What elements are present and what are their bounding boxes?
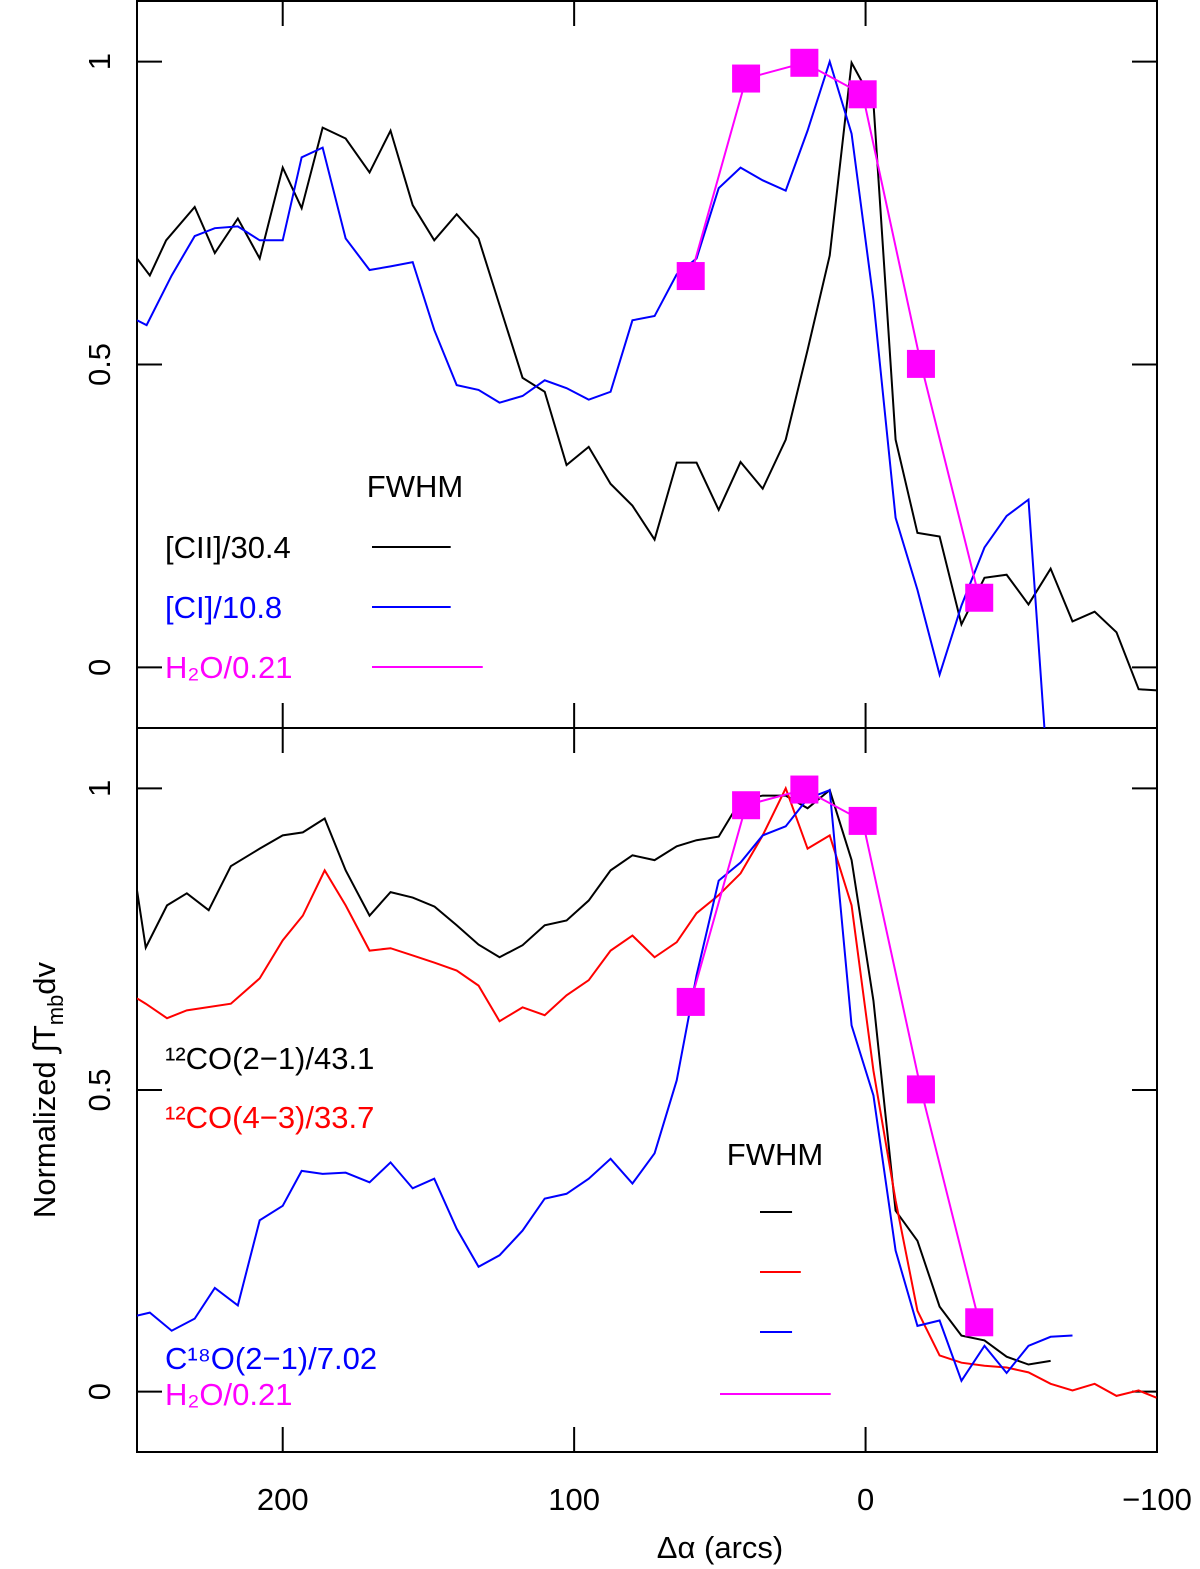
y-tick-label: 0 [82, 1383, 117, 1400]
y-tick-label: 0 [82, 659, 117, 676]
marker [848, 80, 877, 109]
plot-area [137, 48, 1157, 728]
legend-label: ¹²CO(2−1)/43.1 [165, 1041, 374, 1076]
series-line [137, 788, 1073, 1384]
y-axis-label: Normalized ∫Tmbdv [27, 961, 68, 1218]
marker [676, 262, 705, 291]
marker [906, 349, 935, 378]
marker [732, 64, 761, 93]
y-tick-label: 0.5 [82, 1068, 117, 1111]
marker [965, 1308, 994, 1337]
series-line [137, 788, 1051, 1366]
series-line [137, 785, 1157, 1399]
x-tick-label: 0 [857, 1482, 874, 1517]
legend-label: C¹⁸O(2−1)/7.02 [165, 1341, 377, 1376]
legend-label: [CII]/30.4 [165, 530, 291, 565]
y-tick-label: 1 [82, 780, 117, 797]
plot-area [137, 775, 1157, 1399]
marker [676, 987, 705, 1016]
legend-label: H₂O/0.21 [165, 650, 292, 685]
series-line [689, 788, 981, 1323]
y-tick-label: 1 [82, 53, 117, 70]
x-tick-label: 200 [257, 1482, 309, 1517]
series-line [137, 59, 1157, 692]
fwhm-label: FWHM [367, 469, 463, 504]
y-tick-label: 0.5 [82, 343, 117, 386]
fwhm-label: FWHM [727, 1137, 823, 1172]
legend-label: [CI]/10.8 [165, 590, 282, 625]
marker [790, 775, 819, 804]
y-label-sub: mb [43, 995, 68, 1026]
legend-label: H₂O/0.21 [165, 1377, 292, 1412]
marker [965, 583, 994, 612]
marker [790, 48, 819, 77]
marker [906, 1075, 935, 1104]
x-tick-label: 100 [548, 1482, 600, 1517]
legend-label: ¹²CO(4−3)/33.7 [165, 1100, 374, 1135]
marker [732, 791, 761, 820]
x-axis-label: Δα (arcs) [657, 1530, 783, 1565]
y-label-main: Normalized ∫T [27, 1025, 62, 1218]
marker [848, 806, 877, 835]
frame [136, 0, 1158, 1453]
series-line [689, 61, 981, 598]
y-label-end: dv [27, 961, 62, 994]
series-line [137, 58, 1046, 728]
x-tick-label: −100 [1122, 1482, 1192, 1517]
